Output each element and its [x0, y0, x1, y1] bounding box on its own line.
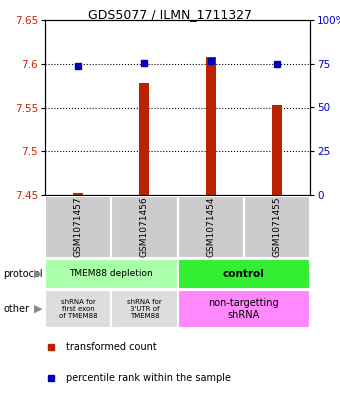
Bar	[45, 259, 177, 289]
Bar	[272, 105, 282, 195]
Bar	[206, 57, 216, 195]
Text: protocol: protocol	[3, 269, 43, 279]
Text: control: control	[223, 269, 265, 279]
Text: TMEM88 depletion: TMEM88 depletion	[69, 270, 153, 279]
Bar	[45, 196, 111, 258]
Text: GSM1071457: GSM1071457	[74, 196, 83, 257]
Text: GSM1071456: GSM1071456	[140, 196, 149, 257]
Bar	[177, 290, 310, 328]
Bar	[244, 196, 310, 258]
Text: shRNA for
first exon
of TMEM88: shRNA for first exon of TMEM88	[59, 299, 98, 319]
Bar	[111, 196, 177, 258]
Text: percentile rank within the sample: percentile rank within the sample	[66, 373, 231, 383]
Text: GDS5077 / ILMN_1711327: GDS5077 / ILMN_1711327	[88, 8, 252, 21]
Bar	[177, 196, 244, 258]
Bar	[139, 83, 149, 195]
Bar	[177, 259, 310, 289]
Text: other: other	[3, 304, 29, 314]
Text: shRNA for
3'UTR of
TMEM88: shRNA for 3'UTR of TMEM88	[127, 299, 162, 319]
Text: GSM1071455: GSM1071455	[272, 196, 282, 257]
Text: transformed count: transformed count	[66, 342, 156, 352]
Bar	[45, 290, 111, 328]
Text: non-targetting
shRNA: non-targetting shRNA	[208, 298, 279, 320]
Bar	[73, 193, 83, 195]
Bar	[111, 290, 177, 328]
Text: ▶: ▶	[34, 269, 42, 279]
Text: ▶: ▶	[34, 304, 42, 314]
Text: GSM1071454: GSM1071454	[206, 197, 215, 257]
